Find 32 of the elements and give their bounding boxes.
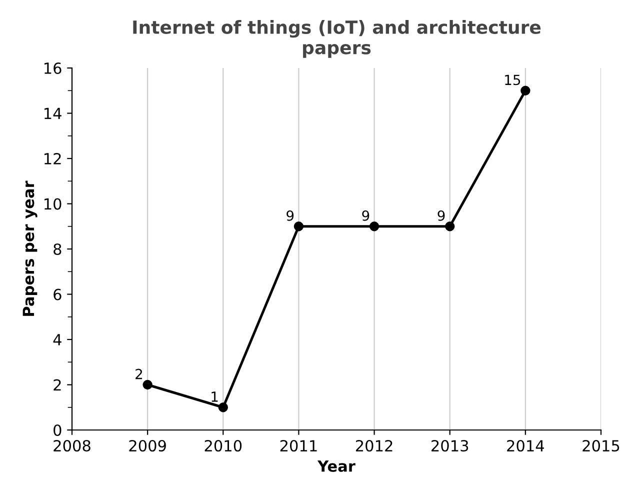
x-tick-label: 2013	[432, 440, 468, 452]
x-tick-label: 2008	[54, 440, 90, 452]
chart-title: Internet of things (IoT) and architecture papers	[133, 20, 541, 58]
point	[520, 86, 530, 96]
data-label: 9	[362, 210, 370, 221]
y-tick-label: 0	[54, 424, 62, 436]
point	[142, 380, 152, 390]
point	[444, 222, 455, 232]
data-label: 2	[136, 368, 142, 380]
y-tick-label: 4	[53, 334, 62, 346]
data-label: 1	[212, 392, 218, 402]
point	[218, 402, 228, 412]
data-label: 9	[438, 210, 445, 221]
y-tick-label: 10	[44, 198, 62, 210]
x-tick-label: 2015	[582, 440, 620, 452]
y-tick-label: 12	[44, 152, 61, 164]
point	[294, 222, 304, 232]
x-axis-title: Year	[317, 460, 356, 472]
y-tick-label: 2	[54, 379, 61, 391]
x-tick-label: 2009	[129, 440, 166, 452]
y-tick-label: 8	[54, 243, 62, 256]
y-axis-title: Papers per year	[22, 180, 38, 316]
x-tick-label: 2014	[507, 440, 544, 452]
x-tick-label: 2012	[356, 440, 392, 452]
y-tick-label: 6	[54, 288, 62, 300]
y-tick-label: 14	[44, 108, 62, 120]
data-label: 15	[505, 74, 520, 86]
x-tick-label: 2010	[204, 440, 242, 452]
point	[369, 222, 380, 232]
data-label: 9	[286, 210, 294, 221]
y-tick-label: 16	[44, 62, 62, 74]
x-tick-label: 2011	[280, 440, 317, 452]
